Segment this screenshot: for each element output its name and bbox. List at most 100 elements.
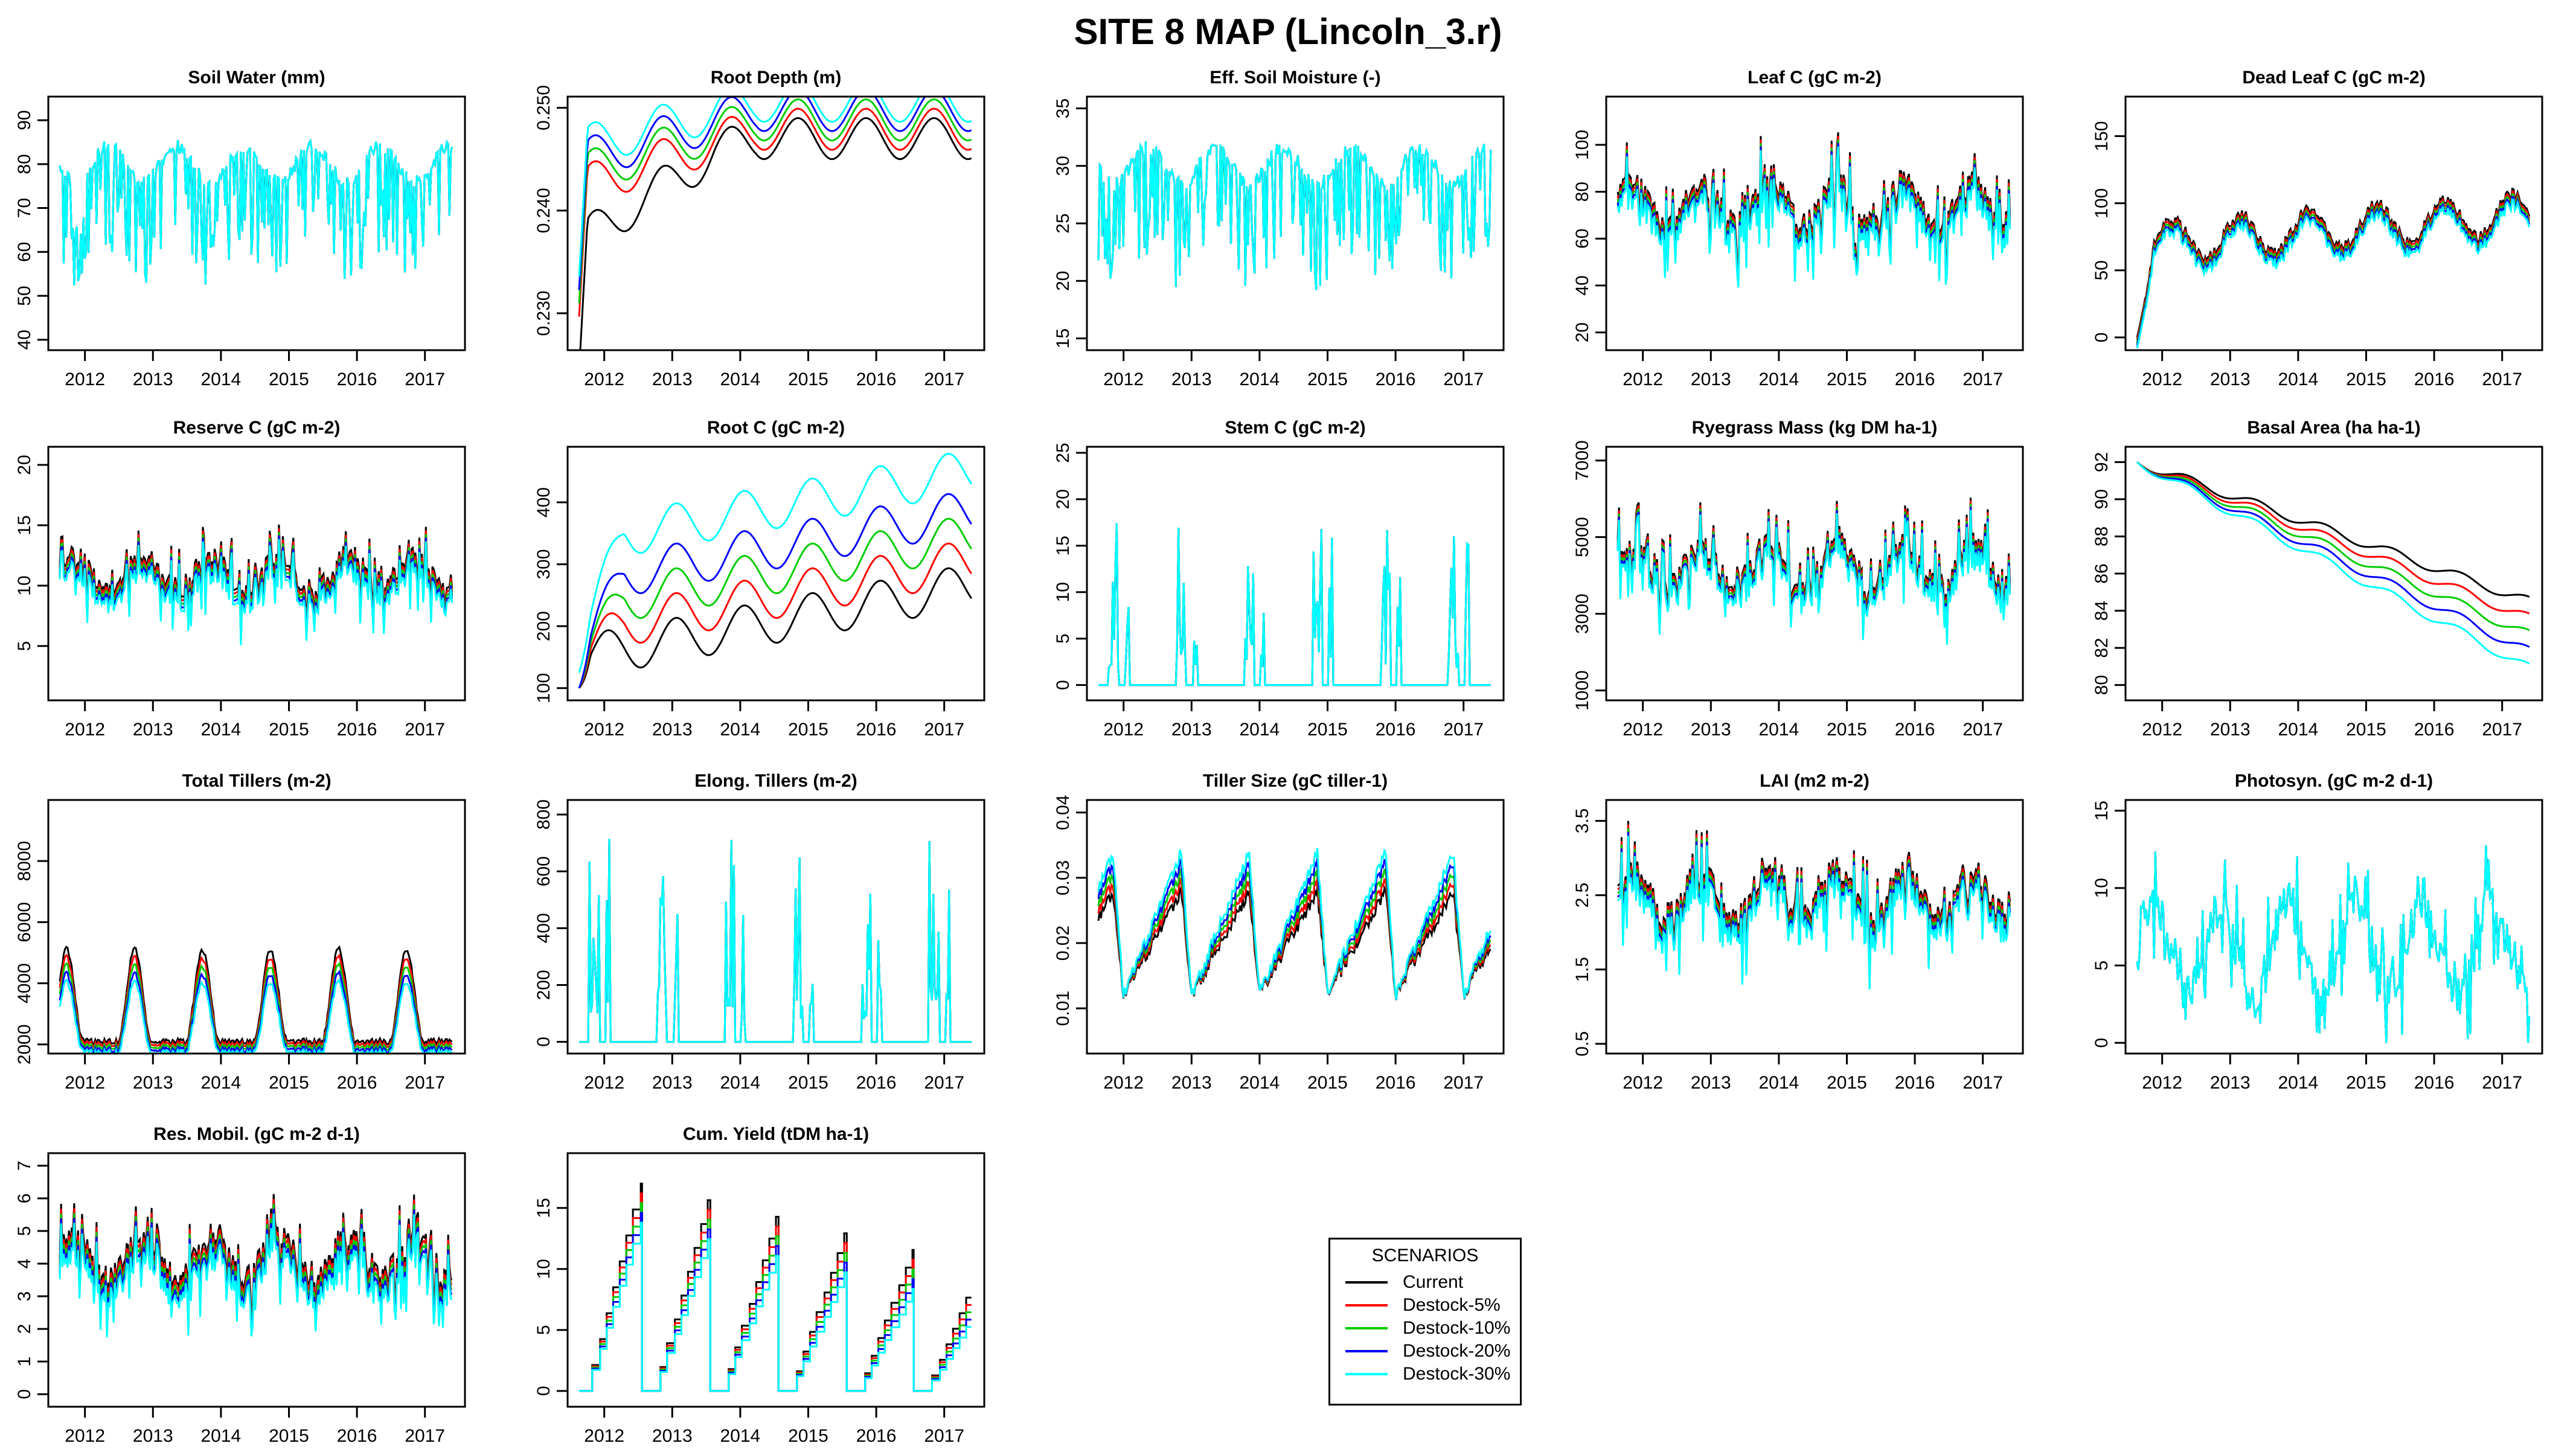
legend-item-destock-5: Destock-5% bbox=[1330, 1294, 1520, 1317]
x-tick-label-root-depth-m-2013: 2013 bbox=[652, 369, 693, 389]
legend-label-destock-30: Destock-30% bbox=[1403, 1364, 1511, 1384]
y-tick-label-reserve-c-gc-m-2-0: 5 bbox=[14, 641, 34, 651]
plot-frame-cum-yield-tdm-ha-1 bbox=[566, 1152, 985, 1408]
y-tick-label-basal-area-ha-ha-1-3: 86 bbox=[2092, 563, 2112, 583]
series-group-lai-m2-m-2 bbox=[1616, 820, 2011, 990]
y-tick-label-leaf-c-gc-m-2-0: 20 bbox=[1572, 322, 1592, 342]
x-tick-label-dead-leaf-c-gc-m-2-2016: 2016 bbox=[2414, 369, 2455, 389]
series-basal-area-ha-ha-1-current bbox=[2136, 461, 2530, 598]
plot-frame-photosyn-gc-m-2-d-1 bbox=[2124, 799, 2543, 1055]
x-tick-label-eff-soil-moisture-2017: 2017 bbox=[1443, 369, 1484, 389]
panel-title-soil-water-mm: Soil Water (mm) bbox=[188, 68, 325, 88]
y-tick-label-basal-area-ha-ha-1-1: 82 bbox=[2092, 638, 2112, 657]
y-tick-label-elong-tillers-m-2-0: 0 bbox=[534, 1037, 554, 1047]
series-basal-area-ha-ha-1-destock-30 bbox=[2136, 461, 2530, 665]
x-tick-label-leaf-c-gc-m-2-2017: 2017 bbox=[1962, 369, 2003, 389]
series-cum-yield-tdm-ha-1-destock-30 bbox=[579, 1221, 972, 1392]
x-tick-label-soil-water-mm-2016: 2016 bbox=[337, 369, 377, 389]
x-tick-label-total-tillers-m-2-2012: 2012 bbox=[65, 1073, 105, 1093]
y-tick-label-elong-tillers-m-2-4: 800 bbox=[534, 799, 554, 830]
x-tick-label-dead-leaf-c-gc-m-2-2014: 2014 bbox=[2278, 369, 2319, 389]
x-tick-label-photosyn-gc-m-2-d-1-2013: 2013 bbox=[2210, 1073, 2251, 1093]
series-elong-tillers-m-2-destock-30 bbox=[579, 839, 972, 1043]
x-tick-label-dead-leaf-c-gc-m-2-2015: 2015 bbox=[2346, 369, 2386, 389]
panel-title-eff-soil-moisture: Eff. Soil Moisture (-) bbox=[1210, 68, 1380, 88]
y-tick-label-basal-area-ha-ha-1-0: 80 bbox=[2092, 675, 2112, 695]
series-group-dead-leaf-c-gc-m-2 bbox=[2136, 187, 2531, 349]
y-tick-label-leaf-c-gc-m-2-3: 80 bbox=[1572, 182, 1592, 202]
x-tick-label-photosyn-gc-m-2-d-1-2017: 2017 bbox=[2482, 1073, 2522, 1093]
plot-frame-dead-leaf-c-gc-m-2 bbox=[2124, 95, 2543, 351]
legend-swatch-destock-5 bbox=[1345, 1304, 1388, 1307]
panel-title-dead-leaf-c-gc-m-2: Dead Leaf C (gC m-2) bbox=[2242, 68, 2425, 88]
series-group-eff-soil-moisture bbox=[1097, 141, 1492, 290]
series-root-depth-m-current bbox=[579, 117, 972, 350]
panel-soil-water-mm: Soil Water (mm) 2012 2013 2014 2015 2016 2017 4… bbox=[14, 68, 466, 389]
panel-title-leaf-c-gc-m-2: Leaf C (gC m-2) bbox=[1748, 68, 1882, 88]
y-tick-label-lai-m2-m-2-2: 2.5 bbox=[1572, 883, 1592, 908]
panel-total-tillers-m-2: Total Tillers (m-2) 2012 2013 2014 2015 2016 2… bbox=[14, 771, 466, 1093]
x-tick-label-reserve-c-gc-m-2-2015: 2015 bbox=[269, 720, 309, 740]
x-tick-label-leaf-c-gc-m-2-2013: 2013 bbox=[1691, 369, 1731, 389]
x-tick-label-reserve-c-gc-m-2-2013: 2013 bbox=[133, 720, 173, 740]
x-tick-label-stem-c-gc-m-2-2017: 2017 bbox=[1443, 720, 1484, 740]
x-tick-label-root-c-gc-m-2-2017: 2017 bbox=[924, 720, 964, 740]
series-stem-c-gc-m-2-destock-30 bbox=[1098, 523, 1491, 686]
x-tick-label-stem-c-gc-m-2-2016: 2016 bbox=[1376, 720, 1416, 740]
x-tick-label-root-depth-m-2015: 2015 bbox=[788, 369, 828, 389]
y-tick-label-cum-yield-tdm-ha-1-1: 5 bbox=[534, 1325, 554, 1335]
panel-res-mobil-gc-m-2-d-1: Res. Mobil. (gC m-2 d-1)2012 2013 2014 2015… bbox=[14, 1124, 466, 1446]
x-tick-label-cum-yield-tdm-ha-1-2015: 2015 bbox=[788, 1426, 828, 1446]
series-root-c-gc-m-2-destock-30 bbox=[578, 452, 972, 673]
y-tick-label-root-depth-m-0: 0.230 bbox=[534, 290, 554, 336]
y-tick-label-root-depth-m-1: 0.240 bbox=[534, 188, 554, 233]
x-tick-label-tiller-size-gc-tiller-1-2012: 2012 bbox=[1103, 1073, 1144, 1093]
y-tick-label-soil-water-mm-5: 90 bbox=[14, 110, 34, 130]
y-tick-label-res-mobil-gc-m-2-d-1-6: 6 bbox=[14, 1194, 34, 1204]
panel-root-depth-m: Root Depth (m) 2012 2013 2014 2015 2016 2017 0.… bbox=[534, 68, 985, 389]
y-tick-label-stem-c-gc-m-2-4: 20 bbox=[1053, 489, 1073, 509]
y-tick-label-cum-yield-tdm-ha-1-0: 0 bbox=[534, 1386, 554, 1396]
legend-item-current: Current bbox=[1330, 1271, 1520, 1294]
series-elong-tillers-m-2-current bbox=[579, 839, 972, 1043]
x-tick-label-lai-m2-m-2-2015: 2015 bbox=[1827, 1073, 1867, 1093]
y-tick-label-lai-m2-m-2-0: 0.5 bbox=[1572, 1031, 1592, 1057]
series-group-elong-tillers-m-2 bbox=[579, 839, 972, 1043]
y-tick-label-tiller-size-gc-tiller-1-0: 0.01 bbox=[1053, 991, 1073, 1026]
series-group-cum-yield-tdm-ha-1 bbox=[579, 1182, 972, 1392]
y-tick-label-dead-leaf-c-gc-m-2-2: 100 bbox=[2092, 188, 2112, 219]
series-group-root-c-gc-m-2 bbox=[578, 452, 972, 689]
series-root-c-gc-m-2-destock-5 bbox=[578, 542, 972, 689]
y-tick-label-dead-leaf-c-gc-m-2-0: 0 bbox=[2092, 333, 2112, 343]
y-tick-label-root-c-gc-m-2-1: 200 bbox=[534, 611, 554, 641]
panel-title-res-mobil-gc-m-2-d-1: Res. Mobil. (gC m-2 d-1) bbox=[153, 1124, 360, 1144]
x-tick-label-ryegrass-mass-kg-dm-ha-1-2013: 2013 bbox=[1691, 720, 1731, 740]
y-tick-label-root-c-gc-m-2-3: 400 bbox=[534, 487, 554, 517]
x-tick-label-leaf-c-gc-m-2-2016: 2016 bbox=[1895, 369, 1935, 389]
x-tick-label-root-depth-m-2014: 2014 bbox=[720, 369, 761, 389]
x-tick-label-basal-area-ha-ha-1-2014: 2014 bbox=[2278, 720, 2319, 740]
x-tick-label-cum-yield-tdm-ha-1-2013: 2013 bbox=[652, 1426, 693, 1446]
series-tiller-size-gc-tiller-1-destock-30 bbox=[1097, 848, 1491, 1000]
y-tick-label-soil-water-mm-3: 70 bbox=[14, 198, 34, 218]
y-tick-label-ryegrass-mass-kg-dm-ha-1-1: 3000 bbox=[1572, 593, 1592, 634]
y-tick-label-basal-area-ha-ha-1-4: 88 bbox=[2092, 526, 2112, 546]
panel-basal-area-ha-ha-1: Basal Area (ha ha-1) 2012 2013 2014 2015 2016… bbox=[2092, 418, 2543, 740]
series-elong-tillers-m-2-destock-20 bbox=[579, 839, 972, 1043]
x-tick-label-res-mobil-gc-m-2-d-1-2017: 2017 bbox=[405, 1426, 445, 1446]
y-tick-label-res-mobil-gc-m-2-d-1-7: 7 bbox=[14, 1160, 34, 1171]
x-tick-label-root-c-gc-m-2-2016: 2016 bbox=[856, 720, 897, 740]
panel-title-elong-tillers-m-2: Elong. Tillers (m-2) bbox=[694, 771, 857, 791]
x-tick-label-stem-c-gc-m-2-2012: 2012 bbox=[1103, 720, 1144, 740]
panel-stem-c-gc-m-2: Stem C (gC m-2)2012 2013 2014 2015 2016 20170… bbox=[1053, 418, 1505, 740]
x-tick-label-basal-area-ha-ha-1-2017: 2017 bbox=[2482, 720, 2522, 740]
y-tick-label-res-mobil-gc-m-2-d-1-5: 5 bbox=[14, 1226, 34, 1236]
y-tick-label-cum-yield-tdm-ha-1-3: 15 bbox=[534, 1198, 554, 1218]
plot-frame-res-mobil-gc-m-2-d-1 bbox=[47, 1152, 466, 1408]
x-tick-label-eff-soil-moisture-2014: 2014 bbox=[1240, 369, 1280, 389]
plot-frame-root-depth-m bbox=[566, 95, 985, 351]
series-tiller-size-gc-tiller-1-destock-20 bbox=[1097, 857, 1491, 1000]
legend-swatch-destock-10 bbox=[1345, 1327, 1388, 1329]
x-tick-label-photosyn-gc-m-2-d-1-2014: 2014 bbox=[2278, 1073, 2319, 1093]
x-tick-label-root-depth-m-2016: 2016 bbox=[856, 369, 897, 389]
